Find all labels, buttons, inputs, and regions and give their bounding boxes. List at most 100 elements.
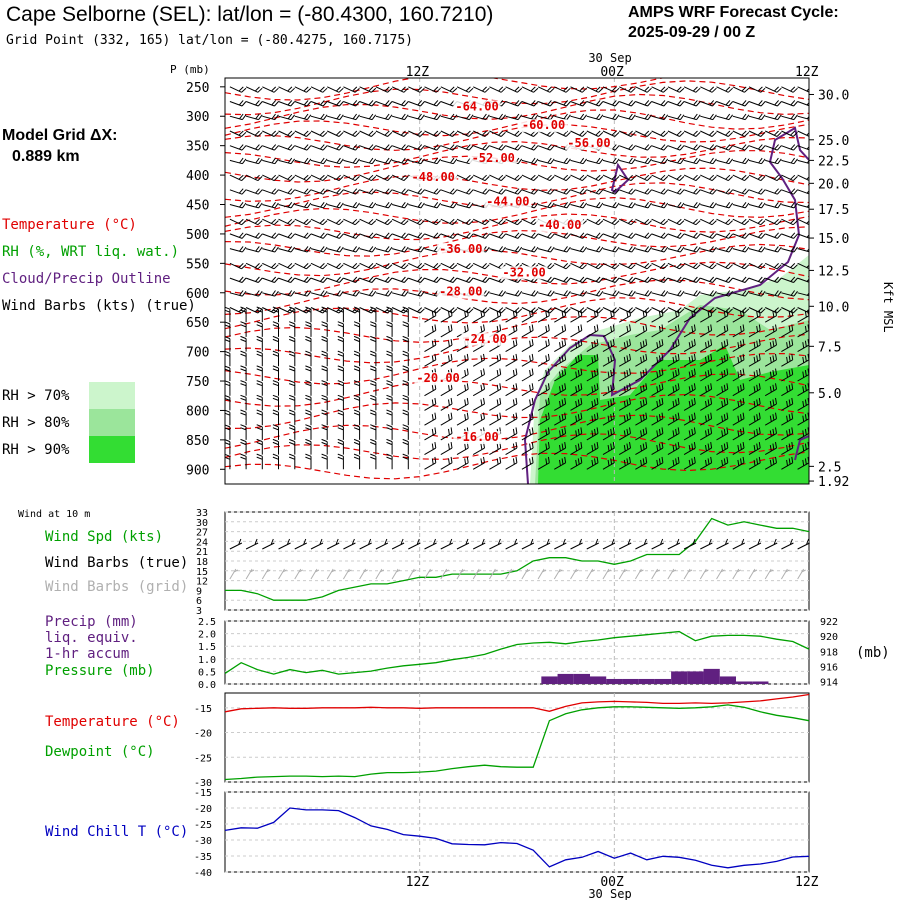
wind-barb bbox=[716, 262, 733, 270]
legend-rh90: RH > 90% bbox=[2, 442, 70, 458]
temperature-contour-line bbox=[225, 213, 809, 241]
wind-barb bbox=[391, 188, 409, 195]
wind-barb bbox=[586, 174, 604, 182]
wind-barb bbox=[521, 442, 534, 456]
wind-barb bbox=[700, 113, 717, 121]
pressure-line bbox=[224, 630, 810, 675]
wind-barb bbox=[602, 276, 620, 283]
wind-barb bbox=[602, 218, 620, 226]
wind-barb bbox=[748, 130, 766, 137]
wind-barb bbox=[402, 335, 409, 352]
wind-barb bbox=[359, 290, 377, 297]
pressure-tick-label: 920 bbox=[820, 632, 838, 643]
precip-bar bbox=[654, 678, 672, 684]
wind-barb bbox=[586, 202, 604, 209]
wind-barb bbox=[797, 233, 809, 239]
wind-barb bbox=[289, 365, 296, 381]
wind-barb bbox=[635, 276, 652, 283]
temperature-contour-label-bg bbox=[519, 119, 568, 133]
wind-barb bbox=[716, 232, 734, 239]
wind-barb bbox=[554, 397, 567, 411]
wind-barb bbox=[700, 232, 717, 239]
wind-barb bbox=[272, 394, 279, 411]
pressure-tick-label: 800 bbox=[186, 404, 209, 419]
wind-barb bbox=[310, 202, 328, 209]
wind-barb bbox=[408, 157, 425, 165]
wind-barb bbox=[359, 246, 377, 253]
wind-barb bbox=[635, 188, 652, 195]
wind-barb bbox=[489, 383, 502, 397]
wind-barb bbox=[505, 100, 523, 107]
wind-barb-grid bbox=[375, 568, 385, 580]
dewpoint-line bbox=[224, 704, 810, 781]
wind-barb bbox=[521, 157, 539, 165]
height-tick-label: 10.0 bbox=[818, 300, 849, 315]
wind-barb bbox=[635, 397, 648, 411]
wind-barb bbox=[326, 86, 344, 93]
wind-barb bbox=[651, 353, 664, 367]
wind-barb bbox=[781, 218, 798, 226]
wind-barb bbox=[229, 262, 247, 270]
wind-barb bbox=[456, 353, 469, 367]
wind-barb bbox=[765, 232, 782, 239]
wind-barb bbox=[781, 86, 798, 93]
wind-barb bbox=[619, 290, 636, 297]
wind-barb bbox=[489, 188, 506, 195]
height-tick-label: 22.5 bbox=[818, 154, 849, 169]
wind-barb bbox=[424, 130, 441, 137]
legend-rh70: RH > 70% bbox=[2, 388, 70, 404]
wind-barb bbox=[700, 339, 713, 353]
wind-barb bbox=[781, 442, 794, 456]
temperature-contour-line bbox=[225, 414, 809, 449]
precip-bar bbox=[622, 678, 639, 684]
wind-tick-label: 3 bbox=[196, 606, 202, 617]
wind-barb bbox=[240, 321, 247, 337]
wind-barb bbox=[635, 339, 648, 353]
wind-barb bbox=[683, 353, 696, 367]
label-pressure-unit: (mb) bbox=[856, 645, 890, 661]
pressure-tick-label: 450 bbox=[186, 199, 209, 214]
wind-barb bbox=[748, 144, 766, 151]
wind-barb bbox=[554, 383, 567, 397]
wind-barb bbox=[554, 157, 571, 165]
wind-barb bbox=[424, 157, 442, 165]
wind-barb bbox=[343, 276, 360, 283]
wind-barb bbox=[570, 397, 583, 411]
precip-tick-label: 0.5 bbox=[198, 667, 216, 678]
wind-barb bbox=[456, 309, 469, 323]
wind-barb bbox=[505, 86, 523, 93]
wind-barb bbox=[456, 174, 474, 182]
wind-barb bbox=[537, 246, 555, 253]
wind-barb bbox=[289, 394, 296, 411]
wind-barb bbox=[667, 174, 685, 182]
wind-barb bbox=[554, 174, 571, 182]
wind-barb bbox=[305, 350, 312, 367]
wind-barb bbox=[456, 412, 469, 426]
wind-barb bbox=[391, 232, 409, 239]
wind-barb bbox=[229, 157, 247, 165]
wind-barb bbox=[635, 218, 652, 226]
wind-barb bbox=[370, 438, 377, 455]
wind-barb bbox=[781, 100, 798, 107]
pressure-tick-label: 914 bbox=[820, 678, 838, 689]
wind-barb bbox=[375, 188, 393, 195]
wind-barb bbox=[602, 113, 620, 121]
wind-barb bbox=[278, 100, 296, 107]
wind-barb bbox=[765, 157, 782, 165]
wind-barb bbox=[310, 144, 328, 151]
wind-barb bbox=[602, 290, 620, 297]
wind-barb bbox=[240, 394, 247, 411]
wind-barb bbox=[521, 290, 539, 297]
wind-barb bbox=[554, 324, 567, 338]
wind-barb bbox=[781, 368, 794, 382]
wind-barb bbox=[586, 86, 604, 93]
wind-barb bbox=[353, 306, 361, 323]
wind-barb bbox=[278, 144, 296, 151]
wind-barb bbox=[505, 383, 518, 397]
wind-barb bbox=[353, 350, 361, 367]
wind-barb bbox=[489, 309, 502, 323]
height-tick-label: 15.0 bbox=[818, 232, 849, 247]
wind-barb bbox=[386, 380, 393, 396]
wind-barb bbox=[602, 188, 620, 195]
